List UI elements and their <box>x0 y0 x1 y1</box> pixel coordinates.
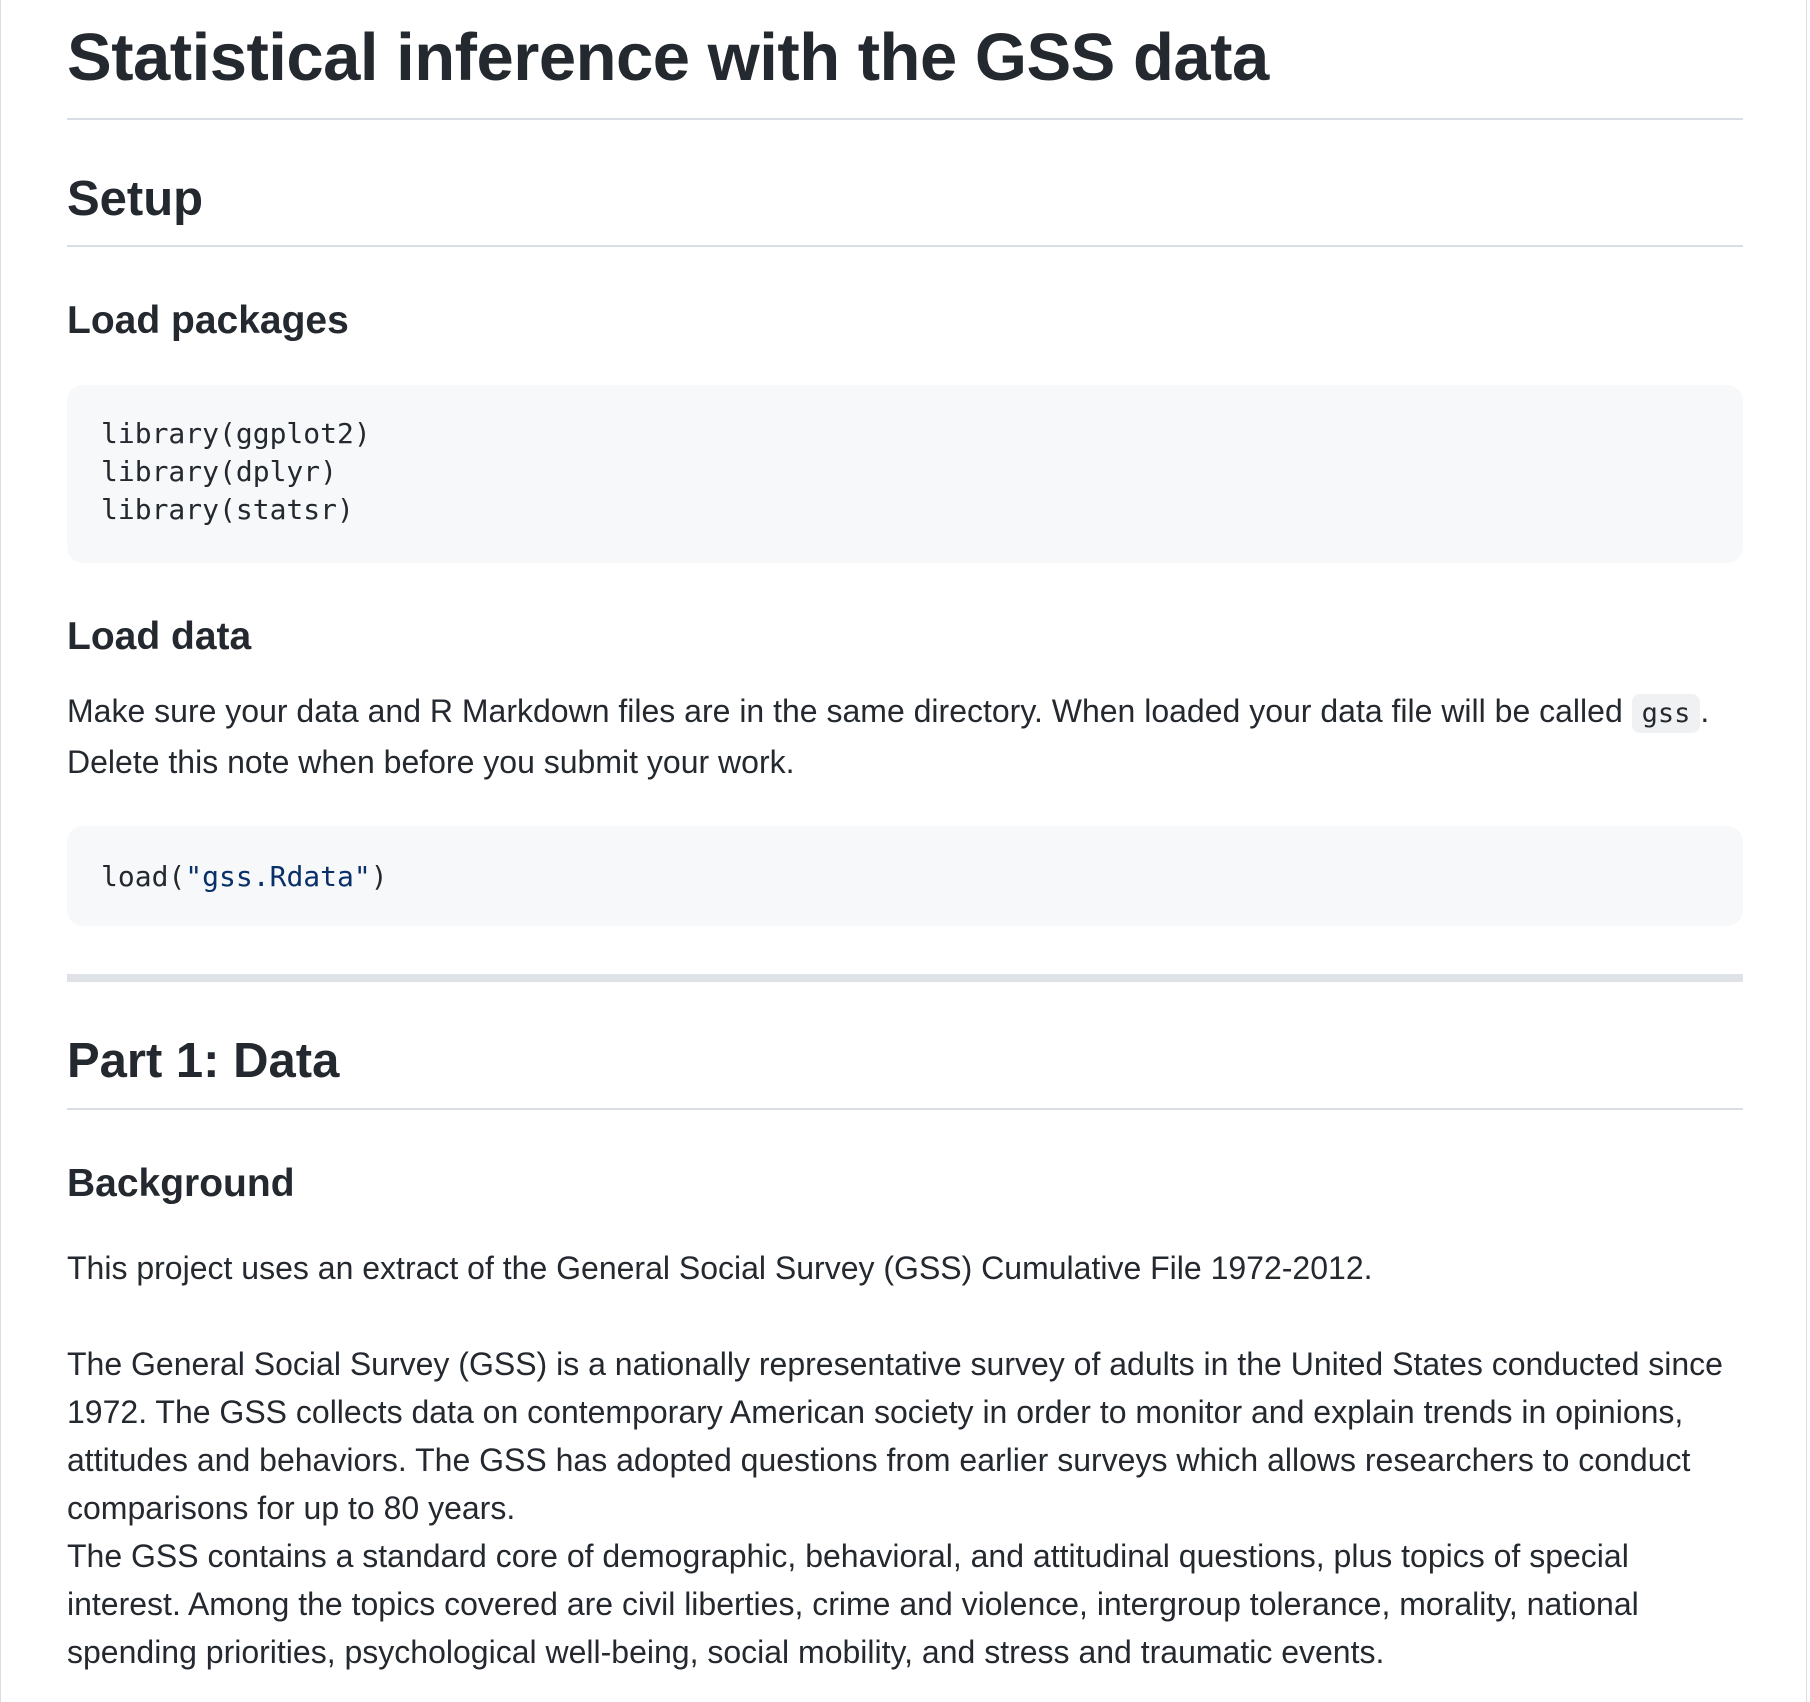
heading-load-packages: Load packages <box>67 299 349 342</box>
background-paragraph-2-line-2: The GSS contains a standard core of demo… <box>67 1538 1639 1670</box>
code-block-load-data: load("gss.Rdata") <box>67 826 1743 926</box>
background-paragraph-2: The General Social Survey (GSS) is a nat… <box>67 1340 1743 1676</box>
code-function: load( <box>101 860 186 893</box>
code-string: "gss.Rdata" <box>185 860 371 893</box>
heading-setup: Setup <box>67 170 1743 247</box>
code-line: load("gss.Rdata") <box>101 858 1709 896</box>
note-text-after: . Delete this note when before you submi… <box>67 693 1710 780</box>
code-line: library(ggplot2) <box>101 417 371 450</box>
heading-part-1-data: Part 1: Data <box>67 1032 1743 1110</box>
code-paren: ) <box>370 860 388 893</box>
heading-load-data: Load data <box>67 615 252 658</box>
background-paragraph-1: This project uses an extract of the Gene… <box>67 1250 1373 1286</box>
markdown-body: Statistical inference with the GSS data … <box>67 0 1743 1676</box>
note-text-before: Make sure your data and R Markdown files… <box>67 693 1632 729</box>
inline-code-gss: gss <box>1631 694 1701 733</box>
heading-background: Background <box>67 1162 295 1205</box>
load-data-note: Make sure your data and R Markdown files… <box>67 687 1743 786</box>
code-block-load-packages: library(ggplot2) library(dplyr) library(… <box>67 385 1743 563</box>
section-divider <box>67 974 1743 982</box>
code-line: library(statsr) <box>101 493 354 526</box>
background-paragraph-2-line-1: The General Social Survey (GSS) is a nat… <box>67 1346 1723 1526</box>
code-line: library(dplyr) <box>101 455 338 488</box>
page-title: Statistical inference with the GSS data <box>67 0 1743 120</box>
